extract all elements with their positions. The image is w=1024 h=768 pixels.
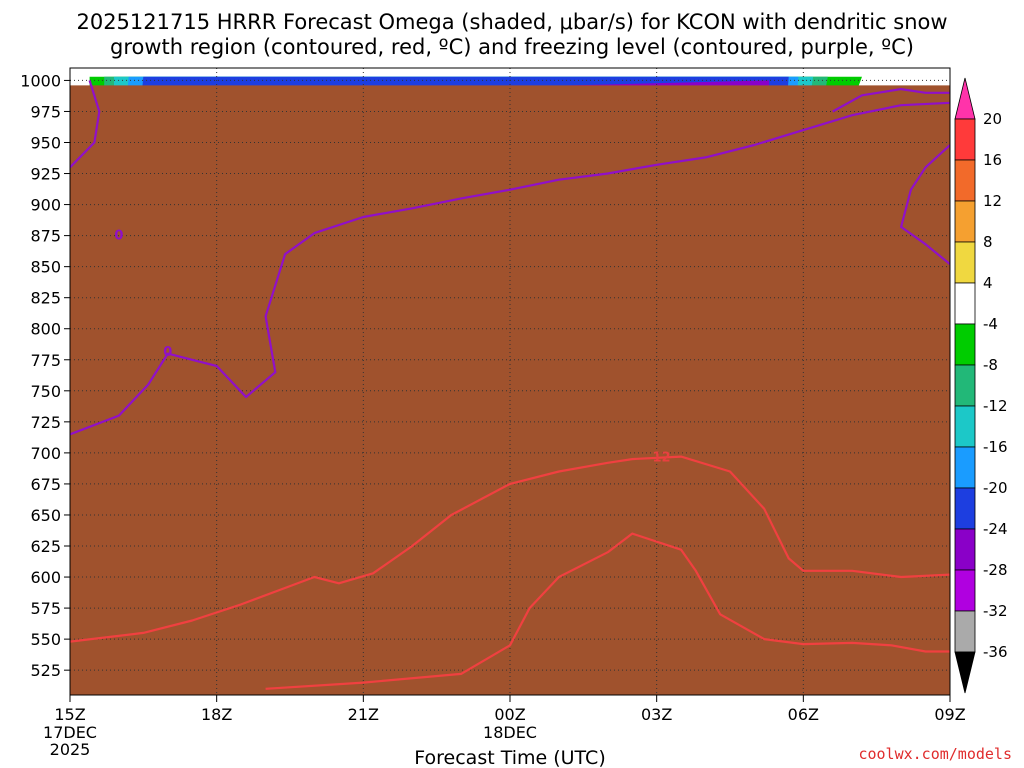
contour-label-0: 12 [653, 451, 671, 466]
colorbar-label-12: 12 [983, 192, 1002, 210]
colorbar-label--36: -36 [983, 643, 1008, 661]
y-tick-label-1000: 1000 [20, 71, 61, 90]
ground-surface [70, 85, 950, 695]
grid-lines [70, 68, 950, 695]
colorbar-swatch-8 [954, 405, 976, 448]
colorbar-swatch-1 [954, 118, 976, 161]
colorbar-label--32: -32 [983, 602, 1008, 620]
x-tick-label-15Z: 15Z [54, 705, 85, 724]
colorbar-label--12: -12 [983, 397, 1008, 415]
omega-shaded-fields [70, 76, 950, 695]
colorbar-swatch-0 [954, 77, 976, 120]
colorbar-swatch-3 [954, 200, 976, 243]
x-tick-sublabel-2025: 2025 [50, 740, 91, 759]
y-tick-label-775: 775 [30, 351, 61, 370]
colorbar: 20 16 12 8 4 -4 -8 -12 -16 -20 -24 -28 -32 -36 [954, 77, 1008, 694]
colorbar-swatch-5 [954, 282, 976, 325]
freezing-level-bottom-line [832, 87, 950, 113]
y-tick-label-550: 550 [30, 630, 61, 649]
x-tick-sublabel-17DEC: 17DEC [43, 723, 97, 742]
colorbar-label--16: -16 [983, 438, 1008, 456]
y-tick-label-950: 950 [30, 133, 61, 152]
x-axis-label: Forecast Time (UTC) [414, 747, 605, 768]
colorbar-swatch-14 [954, 651, 976, 694]
colorbar-label--4: -4 [983, 315, 998, 333]
colorbar-swatch-9 [954, 446, 976, 489]
colorbar-swatch-11 [954, 528, 976, 571]
y-tick-label-675: 675 [30, 475, 61, 494]
x-tick-label-00Z: 00Z [494, 705, 525, 724]
y-tick-label-925: 925 [30, 165, 61, 184]
y-tick-label-525: 525 [30, 661, 61, 680]
freezing-level-right-line [899, 144, 950, 266]
chart-title-line-2: growth region (contoured, red, ºC) and f… [110, 35, 914, 59]
y-tick-label-825: 825 [30, 289, 61, 308]
y-axis: 525 550 575 600 625 650 675 700 725 750 775 800 825 8… [20, 71, 70, 680]
x-tick-sublabel-18DEC: 18DEC [483, 723, 537, 742]
colorbar-swatch-10 [954, 487, 976, 530]
dgz-lower-line [265, 532, 950, 690]
colorbar-label-16: 16 [983, 151, 1002, 169]
colorbar-label--8: -8 [983, 356, 998, 374]
colorbar-swatch-7 [954, 364, 976, 407]
y-tick-label-750: 750 [30, 382, 61, 401]
colorbar-label--24: -24 [983, 520, 1008, 538]
colorbar-swatch-2 [954, 159, 976, 202]
freezing-level-main-line [70, 101, 950, 436]
colorbar-swatch-6 [954, 323, 976, 366]
colorbar-label--28: -28 [983, 561, 1008, 579]
colorbar-swatch-13 [954, 610, 976, 653]
x-tick-label-06Z: 06Z [788, 705, 819, 724]
colorbar-label-20: 20 [983, 110, 1002, 128]
y-tick-label-800: 800 [30, 320, 61, 339]
y-tick-label-625: 625 [30, 537, 61, 556]
y-tick-label-600: 600 [30, 568, 61, 587]
y-tick-label-700: 700 [30, 444, 61, 463]
contour-labels: 12 0 0 [114, 228, 670, 465]
y-tick-label-975: 975 [30, 102, 61, 121]
chart-title: 2025121715 HRRR Forecast Omega (shaded, … [76, 10, 947, 59]
x-tick-label-18Z: 18Z [201, 705, 232, 724]
colorbar-label-8: 8 [983, 233, 993, 251]
y-tick-label-725: 725 [30, 413, 61, 432]
x-tick-label-09Z: 09Z [934, 705, 965, 724]
colorbar-swatch-4 [954, 241, 976, 284]
plot-area [70, 68, 950, 695]
contour-label-2: 0 [114, 228, 123, 243]
dgz-upper-line [70, 455, 950, 643]
colorbar-label--20: -20 [983, 479, 1008, 497]
y-tick-label-650: 650 [30, 506, 61, 525]
freezing-level-left-line [70, 80, 101, 169]
credit-text: coolwx.com/models [858, 745, 1012, 763]
y-tick-label-575: 575 [30, 599, 61, 618]
x-tick-label-03Z: 03Z [641, 705, 672, 724]
contour-lines [70, 80, 950, 690]
colorbar-label-4: 4 [983, 274, 993, 292]
y-tick-label-875: 875 [30, 227, 61, 246]
y-tick-label-900: 900 [30, 196, 61, 215]
chart-title-line-1: 2025121715 HRRR Forecast Omega (shaded, … [76, 10, 947, 34]
y-tick-label-850: 850 [30, 258, 61, 277]
colorbar-swatch-12 [954, 569, 976, 612]
contour-label-1: 0 [163, 345, 172, 360]
x-tick-label-21Z: 21Z [348, 705, 379, 724]
